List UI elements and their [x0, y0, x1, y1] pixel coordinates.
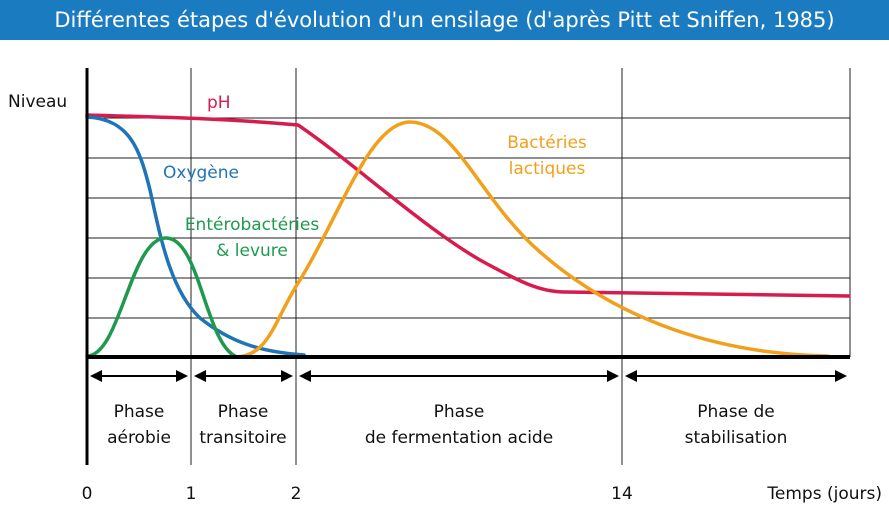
series-label-enterobacteries-1: & levure — [216, 241, 288, 261]
phase-label-3-0: Phase de — [697, 402, 774, 422]
phase-label-2-1: de fermentation acide — [365, 428, 553, 448]
axes — [85, 68, 850, 465]
labels: Phase aérobie Phase transitoire Phase de ferm… — [8, 92, 882, 504]
phase-arrow-head-2-right — [607, 370, 619, 382]
curves — [85, 113, 851, 359]
phase-arrow-head-0-right — [176, 370, 188, 382]
chart-title: Différentes étapes d'évolution d'un ensi… — [0, 0, 889, 40]
phase-label-0-0: Phase — [114, 402, 165, 422]
x-tick-label-3: 14 — [611, 484, 633, 504]
x-axis-label: Temps (jours) — [766, 484, 882, 504]
phase-arrow-head-3-left — [625, 370, 637, 382]
series-line-ph — [85, 113, 851, 298]
phase-arrow-head-1-right — [281, 370, 293, 382]
series-line-oxygene — [85, 115, 306, 357]
y-axis-label: Niveau — [8, 92, 67, 112]
phase-label-2-0: Phase — [434, 402, 485, 422]
phase-arrows — [90, 370, 847, 382]
series-line-bacteries — [235, 120, 830, 359]
series-label-ph-0: pH — [207, 93, 231, 113]
phase-label-1-0: Phase — [218, 402, 269, 422]
phase-arrow-head-0-left — [90, 370, 102, 382]
series-line-enterobacteries — [85, 236, 239, 359]
x-tick-label-1: 1 — [186, 484, 197, 504]
phase-label-3-1: stabilisation — [685, 428, 788, 448]
phase-arrow-head-1-left — [194, 370, 206, 382]
phase-arrow-head-3-right — [835, 370, 847, 382]
series-label-bacteries-1: lactiques — [509, 159, 586, 179]
series-label-oxygene-0: Oxygène — [163, 163, 239, 183]
series-label-enterobacteries-0: Entérobactéries — [185, 215, 320, 235]
x-tick-label-2: 2 — [291, 484, 302, 504]
grid — [87, 117, 850, 319]
phase-label-0-1: aérobie — [107, 428, 171, 448]
series-label-bacteries-0: Bactéries — [507, 133, 587, 153]
phase-arrow-head-2-left — [299, 370, 311, 382]
chart: Phase aérobie Phase transitoire Phase de ferm… — [8, 68, 882, 504]
x-tick-label-0: 0 — [82, 484, 93, 504]
phase-label-1-1: transitoire — [199, 428, 286, 448]
